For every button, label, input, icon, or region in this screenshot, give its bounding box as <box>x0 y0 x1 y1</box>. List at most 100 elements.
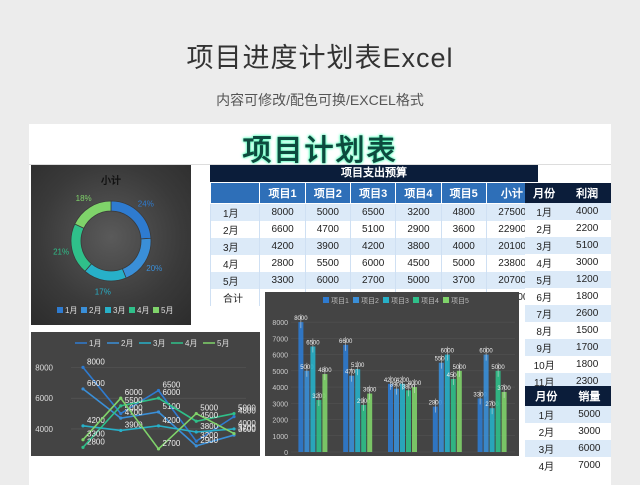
table-cell[interactable]: 27500 <box>485 203 538 221</box>
table-cell[interactable]: 7月 <box>525 305 564 322</box>
table-cell[interactable]: 11月 <box>525 373 564 390</box>
column-header: 项目3 <box>350 182 397 204</box>
bar-data-label: 3200 <box>312 394 326 400</box>
table-cell[interactable]: 3700 <box>440 272 487 289</box>
bar <box>412 387 417 452</box>
table-cell[interactable]: 6月 <box>525 288 564 305</box>
table-cell[interactable]: 1月 <box>525 406 568 423</box>
table-cell[interactable]: 6000 <box>567 440 611 457</box>
table-cell[interactable]: 5000 <box>304 203 351 221</box>
table-cell[interactable]: 5月 <box>209 272 260 289</box>
table-cell[interactable]: 5000 <box>567 406 611 423</box>
table-cell[interactable]: 6600 <box>259 221 306 238</box>
table-cell[interactable]: 8000 <box>259 203 306 221</box>
table-cell[interactable]: 2700 <box>350 272 396 289</box>
bar-data-label: 5000 <box>300 365 314 371</box>
table-cell[interactable]: 2900 <box>395 221 442 238</box>
table-cell[interactable]: 2月 <box>209 221 260 238</box>
table-cell[interactable]: 6000 <box>304 272 351 289</box>
doughnut-slice <box>74 200 112 229</box>
table-cell[interactable]: 1500 <box>563 322 611 339</box>
table-cell[interactable]: 2月 <box>525 220 564 237</box>
table-cell[interactable]: 3月 <box>525 440 568 457</box>
bar <box>483 354 489 452</box>
legend-swatch <box>153 307 159 313</box>
line-chart-panel[interactable]: 4000 6000 8000 1月 2月 3月 4月 5月 8000 5000 6500 3200 48… <box>31 332 260 456</box>
table-cell[interactable]: 3000 <box>563 254 611 271</box>
table-cell[interactable]: 9月 <box>525 339 564 356</box>
table-cell[interactable]: 20700 <box>485 272 538 289</box>
table-cell[interactable]: 3月 <box>209 238 260 255</box>
table-cell[interactable]: 5月 <box>525 271 564 288</box>
line-data-label: 4500 <box>200 411 218 420</box>
table-cell[interactable]: 20100 <box>485 238 538 255</box>
table-cell[interactable]: 1200 <box>563 271 611 288</box>
table-cell[interactable]: 3300 <box>259 272 306 289</box>
bar-data-label: 6000 <box>441 349 455 355</box>
table-cell[interactable]: 4000 <box>440 238 487 255</box>
bar-data-label: 3600 <box>363 388 377 394</box>
line-point <box>194 430 198 434</box>
table-cell[interactable]: 2600 <box>563 305 611 322</box>
table-cell[interactable]: 4月 <box>525 254 564 271</box>
table-cell[interactable]: 4000 <box>563 203 611 220</box>
table-cell[interactable]: 2800 <box>259 255 306 272</box>
bar <box>343 344 349 452</box>
column-header: 小计 <box>485 182 539 204</box>
table-cell[interactable]: 3月 <box>525 237 564 254</box>
doughnut-chart-panel[interactable]: 小计 24% 20% 17% 21% 18% 1月 2月 3月 4月 5月 <box>31 165 191 325</box>
table-cell[interactable]: 4月 <box>525 457 568 474</box>
table-cell[interactable]: 7000 <box>567 457 611 474</box>
table-cell[interactable]: 4月 <box>209 255 260 272</box>
table-cell[interactable]: 1800 <box>563 288 611 305</box>
table-cell[interactable]: 5100 <box>350 221 396 238</box>
line-point <box>81 445 85 449</box>
legend-label: 项目2 <box>361 297 379 305</box>
table-cell[interactable]: 4700 <box>304 221 351 238</box>
bar-data-label: 4800 <box>318 368 332 374</box>
bar-data-label: 2800 <box>429 401 443 407</box>
bar-data-label: 3700 <box>497 386 511 392</box>
table-cell[interactable]: 3200 <box>395 203 442 221</box>
line-data-label: 4000 <box>238 419 256 428</box>
table-cell[interactable]: 4200 <box>350 238 396 255</box>
table-cell[interactable]: 3600 <box>440 221 487 238</box>
bar-chart-panel[interactable]: 0 1000 2000 3000 4000 5000 6000 7000 8000 项目1 项目2 项… <box>265 292 519 457</box>
legend-swatch <box>57 307 63 313</box>
column-header: 月份 <box>525 386 568 406</box>
table-cell[interactable]: 3900 <box>304 238 351 255</box>
table-cell[interactable]: 4200 <box>259 238 306 255</box>
table-cell[interactable]: 1800 <box>563 356 611 373</box>
table-cell[interactable]: 5500 <box>304 255 351 272</box>
bar-data-label: 2700 <box>485 402 499 408</box>
table-cell[interactable]: 1月 <box>525 203 564 220</box>
table-cell[interactable]: 6000 <box>350 255 396 272</box>
line-data-label: 4700 <box>125 408 143 417</box>
table-cell[interactable]: 合计 <box>209 289 260 306</box>
table-cell[interactable]: 4500 <box>395 255 442 272</box>
table-cell[interactable]: 23800 <box>485 255 538 272</box>
table-cell[interactable]: 8月 <box>525 322 564 339</box>
bar <box>489 408 495 452</box>
table-cell[interactable]: 3800 <box>395 238 442 255</box>
bar <box>355 369 361 452</box>
bar <box>400 383 405 452</box>
table-row: 8月 1500 <box>525 322 611 339</box>
line-data-label: 6600 <box>87 379 105 388</box>
table-cell[interactable]: 10月 <box>525 356 564 373</box>
table-cell[interactable]: 2300 <box>563 373 611 390</box>
table-cell[interactable]: 5100 <box>563 237 611 254</box>
table-cell[interactable]: 6500 <box>350 203 396 221</box>
table-cell[interactable]: 2200 <box>563 220 611 237</box>
table-cell[interactable]: 1700 <box>563 339 611 356</box>
bar-data-label: 6000 <box>479 349 493 355</box>
line-point <box>232 427 236 431</box>
table-cell[interactable]: 1月 <box>209 203 260 221</box>
line-point <box>119 428 123 433</box>
table-cell[interactable]: 22900 <box>485 221 538 238</box>
table-cell[interactable]: 4800 <box>440 203 487 221</box>
table-cell[interactable]: 2月 <box>525 423 568 440</box>
table-cell[interactable]: 5000 <box>440 255 487 272</box>
table-cell[interactable]: 5000 <box>395 272 442 289</box>
table-cell[interactable]: 3000 <box>567 423 611 440</box>
